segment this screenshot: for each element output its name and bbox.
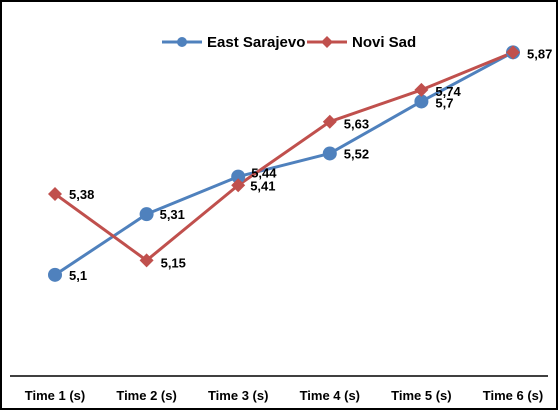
x-axis-ticks: Time 1 (s) Time 2 (s) Time 3 (s) Time 4 (s)… xyxy=(25,388,543,403)
data-label-layer: 5,1 5,31 5,44 5,52 5,7 5,87 5,38 5,15 5,41 5,63 5,… xyxy=(69,46,552,283)
east-sarajevo-point-1 xyxy=(48,267,62,282)
legend-marker-east-sarajevo xyxy=(177,37,187,47)
east-sarajevo-point-5 xyxy=(414,94,429,109)
novi-sad-point-3 xyxy=(231,178,246,193)
east-sarajevo-data-label-6: 5,87 xyxy=(527,46,552,61)
novi-sad-data-label-3: 5,41 xyxy=(250,178,275,193)
east-sarajevo-data-label-2: 5,31 xyxy=(160,207,185,222)
x-tick-label-2: Time 2 (s) xyxy=(116,388,176,403)
legend: East Sarajevo Novi Sad xyxy=(162,34,416,51)
east-sarajevo-data-label-5: 5,7 xyxy=(435,95,453,110)
novi-sad-data-label-1: 5,38 xyxy=(69,187,94,202)
east-sarajevo-data-label-3: 5,44 xyxy=(251,166,277,181)
x-tick-label-4: Time 4 (s) xyxy=(300,388,360,403)
novi-sad-point-5 xyxy=(414,82,429,97)
plot-layer xyxy=(48,45,520,282)
legend-marker-novi-sad xyxy=(321,36,333,48)
x-tick-label-5: Time 5 (s) xyxy=(391,388,451,403)
east-sarajevo-point-4 xyxy=(322,146,337,161)
novi-sad-point-1 xyxy=(48,186,62,201)
legend-label-novi-sad: Novi Sad xyxy=(352,34,416,51)
east-sarajevo-series-line xyxy=(54,51,514,277)
novi-sad-point-6 xyxy=(506,45,520,60)
east-sarajevo-data-label-1: 5,1 xyxy=(69,268,87,283)
novi-sad-point-4 xyxy=(322,114,337,129)
novi-sad-point-2 xyxy=(139,253,154,268)
x-tick-label-1: Time 1 (s) xyxy=(25,388,85,403)
novi-sad-data-label-4: 5,63 xyxy=(344,117,369,132)
novi-sad-series-line xyxy=(54,50,514,262)
legend-label-east-sarajevo: East Sarajevo xyxy=(207,34,305,51)
novi-sad-data-label-5: 5,74 xyxy=(435,84,461,99)
east-sarajevo-point-3 xyxy=(231,169,246,184)
novi-sad-data-label-2: 5,15 xyxy=(161,255,186,270)
east-sarajevo-point-2 xyxy=(139,207,154,222)
x-tick-label-6: Time 6 (s) xyxy=(483,388,543,403)
x-tick-label-3: Time 3 (s) xyxy=(208,388,268,403)
east-sarajevo-data-label-4: 5,52 xyxy=(344,146,369,161)
